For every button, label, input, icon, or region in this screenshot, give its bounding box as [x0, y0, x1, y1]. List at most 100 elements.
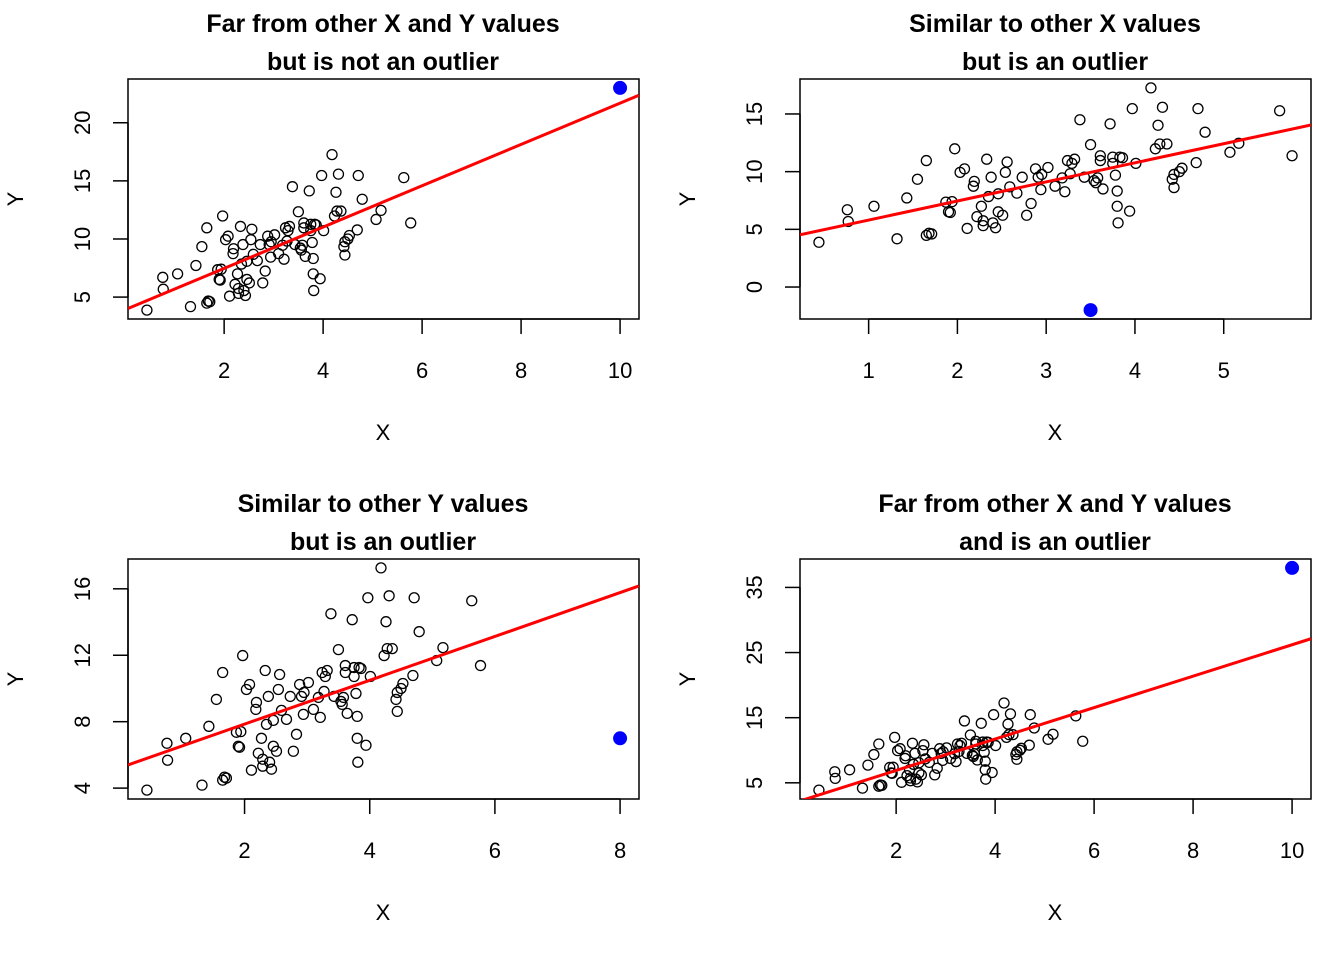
- data-point: [967, 180, 980, 192]
- data-point: [474, 659, 487, 672]
- data-point: [913, 767, 925, 779]
- data-point: [929, 769, 941, 781]
- data-point: [1273, 105, 1286, 117]
- regression-line: [801, 637, 1311, 799]
- data-point: [1109, 169, 1122, 181]
- x-axis-label: X: [376, 900, 391, 925]
- y-tick-label: 35: [742, 575, 767, 599]
- data-point: [1094, 150, 1106, 162]
- y-tick-label: 15: [742, 102, 767, 126]
- y-tick-label: 10: [742, 159, 767, 183]
- data-point: [923, 227, 935, 239]
- data-point: [346, 614, 358, 626]
- data-point: [980, 773, 992, 785]
- data-point: [958, 163, 971, 175]
- data-point: [1112, 217, 1124, 229]
- data-point: [1168, 168, 1180, 181]
- outlier-point: [1083, 303, 1098, 318]
- data-point: [1068, 153, 1081, 165]
- data-point: [331, 205, 343, 217]
- chart-title-line2: and is an outlier: [959, 528, 1151, 556]
- data-point: [196, 241, 208, 253]
- x-axis-label: X: [1048, 420, 1063, 445]
- data-point: [1004, 181, 1016, 193]
- data-point: [257, 753, 269, 765]
- data-point: [1176, 162, 1188, 174]
- data-point: [1154, 138, 1166, 150]
- data-point: [263, 756, 276, 768]
- data-point: [356, 193, 368, 205]
- data-point: [1084, 139, 1097, 151]
- data-point: [1074, 114, 1086, 126]
- data-point: [1166, 173, 1178, 185]
- data-point: [351, 732, 363, 744]
- data-point: [332, 643, 345, 656]
- data-point: [961, 222, 973, 235]
- chart-title-line2: but is an outlier: [290, 528, 476, 556]
- data-point: [348, 670, 360, 683]
- data-point: [290, 728, 303, 740]
- y-tick-label: 25: [742, 640, 767, 664]
- data-point: [971, 754, 983, 766]
- data-point: [210, 693, 223, 706]
- data-point: [1224, 146, 1236, 158]
- data-point: [1111, 185, 1123, 197]
- data-point: [314, 711, 326, 724]
- x-tick-label: 4: [317, 358, 329, 383]
- data-point: [237, 649, 249, 662]
- data-point: [325, 608, 337, 620]
- data-point: [856, 782, 869, 794]
- x-tick-label: 5: [1218, 358, 1230, 383]
- data-point: [306, 236, 318, 249]
- data-point: [979, 755, 991, 767]
- data-point: [911, 173, 924, 185]
- data-point: [215, 263, 227, 275]
- data-point: [1088, 175, 1100, 187]
- data-point: [321, 664, 333, 677]
- data-point: [307, 268, 319, 280]
- data-point: [352, 169, 364, 182]
- data-point: [1001, 156, 1013, 168]
- data-point: [1014, 744, 1026, 756]
- data-point: [254, 238, 266, 251]
- data-point: [1023, 739, 1035, 751]
- panel-2: Similar to other X values but is an outli…: [675, 10, 1312, 445]
- data-point: [413, 626, 425, 638]
- data-point: [216, 210, 229, 222]
- data-point: [262, 230, 274, 242]
- y-axis-label: Y: [675, 191, 700, 206]
- data-point: [203, 720, 215, 732]
- data-point: [398, 171, 410, 184]
- chart-title-line1: Far from other X and Y values: [878, 490, 1231, 518]
- data-point: [351, 710, 363, 723]
- data-point: [330, 186, 342, 198]
- data-point: [842, 215, 854, 228]
- data-point: [397, 677, 409, 690]
- data-point: [298, 686, 310, 699]
- data-point: [841, 204, 853, 216]
- data-point: [283, 220, 296, 233]
- data-point: [383, 590, 395, 602]
- data-point: [243, 277, 256, 289]
- data-point: [227, 243, 240, 255]
- data-point: [1094, 154, 1106, 167]
- data-point: [161, 754, 174, 766]
- data-point: [1020, 209, 1033, 221]
- data-point: [989, 222, 1002, 234]
- data-point: [1004, 708, 1017, 720]
- x-tick-label: 6: [1088, 838, 1100, 863]
- y-axis-label: Y: [3, 671, 28, 686]
- data-point: [201, 222, 213, 234]
- data-point: [231, 268, 244, 280]
- panel-1: Far from other X and Y values but is not …: [3, 10, 640, 445]
- data-point: [813, 236, 825, 248]
- data-point: [894, 743, 906, 755]
- data-point: [958, 715, 971, 727]
- data-point: [339, 249, 351, 261]
- data-point: [243, 678, 256, 691]
- chart-title-line1: Far from other X and Y values: [206, 10, 559, 38]
- data-point: [286, 181, 299, 193]
- data-point: [352, 756, 364, 768]
- data-point: [257, 277, 269, 289]
- data-point: [1111, 200, 1123, 212]
